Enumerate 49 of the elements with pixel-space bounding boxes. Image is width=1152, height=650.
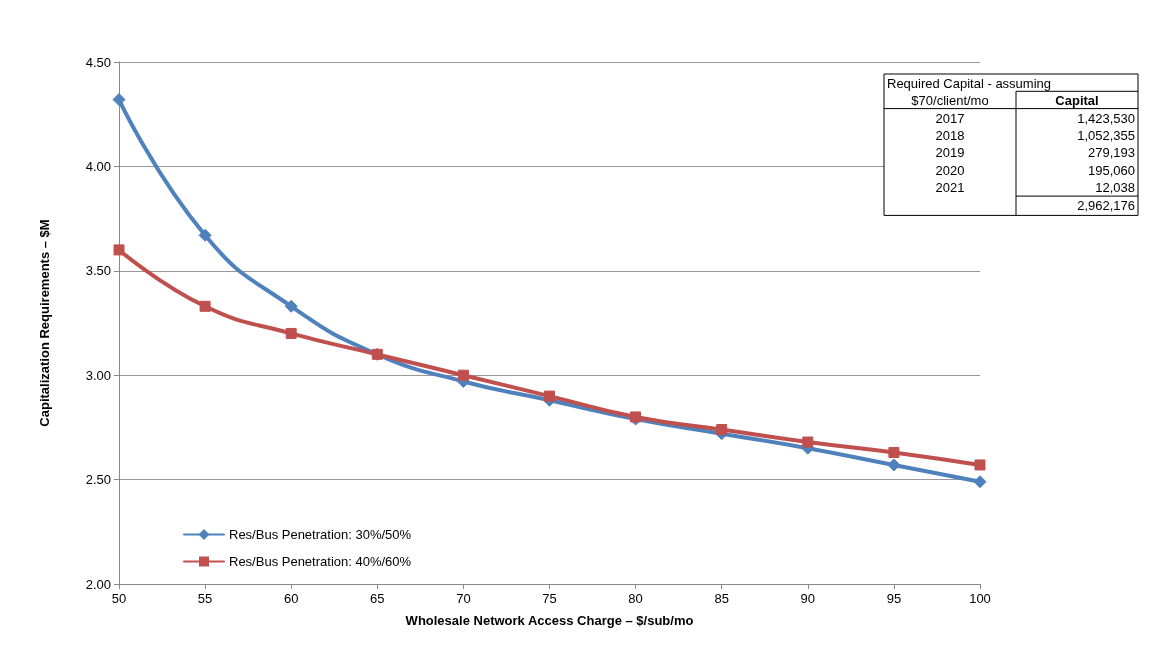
point xyxy=(974,459,986,471)
text: Capital xyxy=(1055,93,1099,109)
y-tick-label: 3.50 xyxy=(85,263,111,279)
x-tick-label: 95 xyxy=(886,591,902,606)
point xyxy=(199,300,211,312)
point xyxy=(887,458,901,472)
legend-label: Res/Bus Penetration: 40%/60% xyxy=(229,554,412,569)
y-tick-label: 2.00 xyxy=(85,576,111,592)
x-tick-label: 90 xyxy=(800,591,816,606)
annotation: Required Capital - assuming xyxy=(887,76,1052,92)
x-tick-label: 80 xyxy=(628,591,643,606)
y-tick-label: 4.50 xyxy=(85,54,111,70)
x-tick-label: 50 xyxy=(111,591,127,606)
y-axis-title: Capitalization Requirements – $M xyxy=(37,219,52,427)
text: 12,038 xyxy=(1095,179,1135,195)
annotation: 2018 xyxy=(935,128,965,144)
point xyxy=(457,369,469,381)
point xyxy=(716,423,728,435)
point xyxy=(285,327,297,339)
text: 279,193 xyxy=(1088,145,1135,161)
x-tick-label: 100 xyxy=(969,591,991,606)
point xyxy=(113,244,125,256)
text: 1,423,530 xyxy=(1077,110,1135,126)
annotation: $70/client/mo xyxy=(911,93,989,109)
point xyxy=(888,446,900,458)
text: 195,060 xyxy=(1088,162,1135,178)
y-tick-label: 3.00 xyxy=(85,367,111,383)
annotation: 2021 xyxy=(935,179,965,195)
x-tick-label: 55 xyxy=(197,591,213,606)
point xyxy=(112,93,126,107)
annotation: 2019 xyxy=(935,145,965,161)
point xyxy=(802,436,814,448)
x-tick-label: 70 xyxy=(456,591,471,606)
y-tick-label: 2.50 xyxy=(85,472,111,488)
x-tick-label: 85 xyxy=(714,591,729,606)
text: 1,052,355 xyxy=(1077,128,1135,144)
x-tick-label: 75 xyxy=(542,591,557,606)
x-tick-label: 60 xyxy=(283,591,299,606)
x-axis-title: Wholesale Network Access Charge – $/sub/mo xyxy=(405,613,694,628)
point xyxy=(973,475,987,489)
text: 2,962,176 xyxy=(1077,198,1135,214)
annotation: 2017 xyxy=(935,110,965,126)
y-tick-label: 4.00 xyxy=(85,158,111,174)
point xyxy=(198,228,212,242)
legend-label: Res/Bus Penetration: 30%/50% xyxy=(229,527,412,542)
point xyxy=(544,390,555,402)
x-tick-label: 65 xyxy=(370,591,385,606)
annotation: 2020 xyxy=(935,162,965,178)
point xyxy=(284,299,298,313)
